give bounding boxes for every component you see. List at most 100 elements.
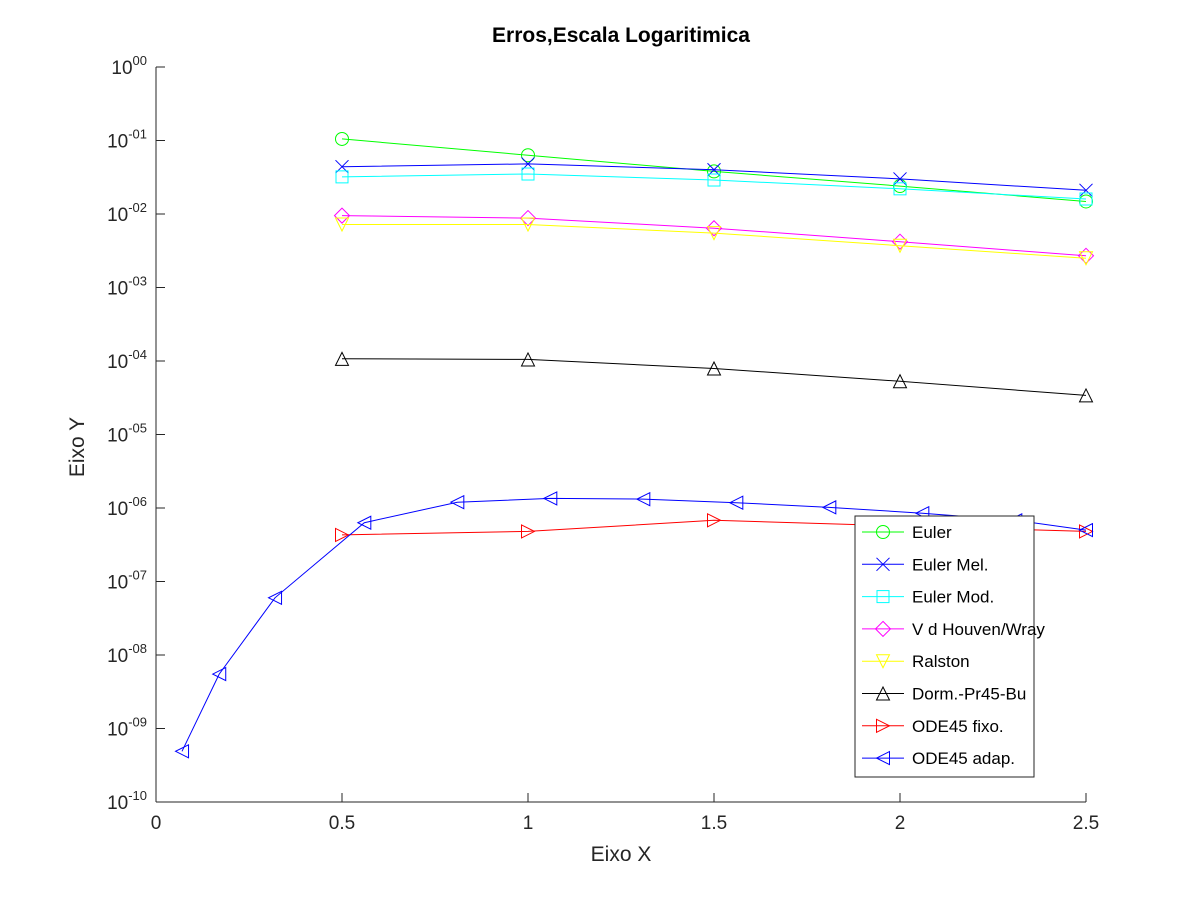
y-tick-exponent: -07 (128, 568, 147, 583)
series-line (341, 358, 1087, 396)
legend-entry: V d Houven/Wray (862, 620, 1045, 639)
data-point (335, 131, 349, 146)
legend-label: V d Houven/Wray (912, 620, 1045, 639)
data-point (1079, 524, 1094, 539)
series-line (181, 497, 1087, 752)
x-tick-label: 2 (895, 813, 906, 834)
series-euler-mel (335, 157, 1093, 198)
y-tick-base: 10 (107, 132, 128, 153)
data-point (333, 207, 351, 224)
data-point (521, 148, 535, 163)
legend-label: Ralston (912, 652, 970, 671)
data-point (449, 494, 465, 510)
series-line (341, 138, 1087, 202)
legend-box (854, 515, 1035, 778)
y-tick-label: 10-03 (107, 274, 147, 300)
legend-marker (875, 685, 891, 701)
legend-label: Euler Mel. (912, 555, 989, 574)
y-tick-base: 10 (107, 499, 128, 520)
y-tick-base: 10 (107, 793, 128, 814)
y-tick-base: 10 (107, 279, 128, 300)
y-tick-exponent: -08 (128, 641, 147, 656)
x-tick-label: 0 (151, 813, 162, 834)
y-tick-label: 10-05 (107, 421, 147, 447)
data-point (892, 238, 908, 254)
data-point (706, 226, 722, 241)
marker-stroke (876, 557, 890, 572)
data-point (1078, 251, 1094, 266)
data-point (635, 491, 651, 507)
legend-label: ODE45 fixo. (912, 717, 1004, 736)
y-tick-exponent: 00 (133, 53, 147, 68)
y-tick-label: 10-02 (107, 200, 147, 226)
y-tick-exponent: -03 (128, 274, 147, 289)
legend-marker (876, 557, 890, 572)
x-tick-label: 1.5 (701, 813, 727, 834)
legend-entry: Euler (862, 523, 952, 542)
y-tick-label: 10-10 (107, 788, 147, 814)
data-point (705, 220, 723, 237)
data-point (707, 164, 721, 179)
data-point (1079, 192, 1093, 206)
data-point (542, 491, 558, 506)
legend-entry: Euler Mel. (862, 555, 989, 574)
data-point (521, 167, 535, 181)
legend-entry: ODE45 adap. (862, 749, 1015, 768)
y-tick-exponent: -06 (128, 494, 147, 509)
legend-label: Euler Mod. (912, 588, 994, 607)
legend-marker (875, 654, 891, 669)
legend-marker (874, 620, 892, 638)
data-point (520, 351, 536, 367)
series-line (342, 224, 1087, 259)
legend: Euler Euler Mel. Euler Mod. V d Houven/Wray… (854, 515, 1045, 778)
y-tick-exponent: -01 (128, 127, 147, 142)
legend-marker (875, 750, 890, 766)
legend-label: ODE45 adap. (912, 749, 1015, 768)
data-point (1078, 387, 1094, 403)
y-tick-base: 10 (107, 426, 128, 447)
data-point (1079, 183, 1093, 198)
y-tick-base: 10 (107, 352, 128, 373)
x-axis-ticks: 0 0.5 1 1.5 2 2.5 (151, 793, 1099, 834)
series-line (341, 215, 1087, 257)
series-line (341, 173, 1087, 200)
legend-marker (876, 525, 890, 539)
y-tick-exponent: -10 (128, 788, 147, 803)
x-tick-label: 0.5 (329, 813, 355, 834)
data-point (211, 666, 227, 682)
x-axis-label: Eixo X (591, 843, 652, 866)
chart-title: Erros,Escala Logaritimica (492, 24, 750, 47)
data-point (335, 527, 350, 543)
y-tick-exponent: -05 (128, 421, 147, 436)
data-point (334, 217, 350, 233)
data-point (520, 217, 536, 233)
y-axis-ticks: 100010-0110-0210-0310-0410-0510-0610-071… (107, 53, 165, 814)
marker-stroke (1079, 183, 1093, 198)
legend-entry: Dorm.-Pr45-Bu (862, 685, 1026, 704)
y-tick-exponent: -04 (128, 347, 147, 362)
data-point (728, 495, 744, 511)
series-ralston (334, 217, 1094, 266)
data-point (706, 360, 722, 376)
data-point (707, 513, 722, 528)
data-point (334, 351, 350, 366)
data-point (821, 500, 837, 515)
data-point (1078, 522, 1093, 538)
y-tick-label: 1000 (111, 53, 147, 79)
y-tick-label: 10-04 (107, 347, 147, 373)
y-tick-base: 10 (107, 205, 128, 226)
y-tick-exponent: -09 (128, 715, 147, 730)
y-tick-label: 10-08 (107, 641, 147, 667)
y-tick-label: 10-01 (107, 127, 147, 153)
data-point (707, 173, 721, 187)
data-point (356, 515, 372, 531)
x-tick-label: 1 (523, 813, 534, 834)
series-layer (174, 131, 1095, 759)
series-v-d-houven-wray (333, 207, 1095, 265)
data-point (892, 373, 908, 389)
legend-label: Euler (912, 523, 952, 542)
legend-entry: ODE45 fixo. (862, 717, 1004, 736)
y-tick-base: 10 (111, 58, 132, 79)
legend-marker (876, 590, 890, 604)
